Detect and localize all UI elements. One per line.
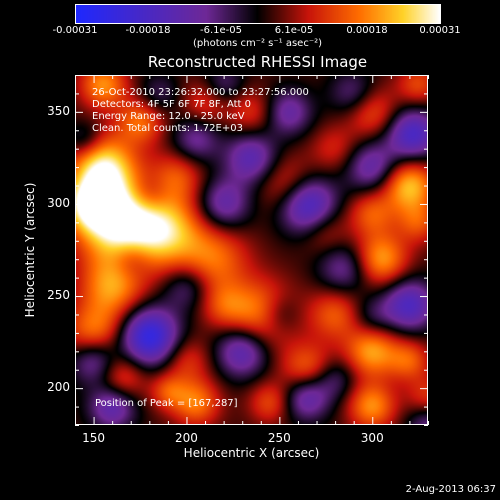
- colorbar-tick-label: 6.1e-05: [274, 25, 314, 36]
- x-axis-label: Heliocentric X (arcsec): [183, 446, 320, 460]
- y-tick-label: 200: [47, 380, 70, 395]
- colorbar-tick-label: 0.00031: [419, 25, 461, 36]
- annotation-peak-position: Position of Peak = [167,287]: [95, 398, 238, 409]
- colorbar-tick-label: -6.1e-05: [200, 25, 242, 36]
- annotation-time-range: 26-Oct-2010 23:26:32.000 to 23:27:56.000: [92, 87, 309, 98]
- chart-title: Reconstructed RHESSI Image: [147, 53, 368, 71]
- x-tick-label: 250: [267, 431, 291, 445]
- colorbar-tick-label: 0.00018: [346, 25, 388, 36]
- colorbar-tick-label: -0.00031: [52, 25, 98, 36]
- x-tick-label: 300: [360, 431, 384, 445]
- annotation-total-counts: Clean. Total counts: 1.72E+03: [92, 123, 243, 134]
- annotation-energy-range: Energy Range: 12.0 - 25.0 keV: [92, 111, 245, 122]
- annotation-detectors: Detectors: 4F 5F 6F 7F 8F, Att 0: [92, 99, 252, 110]
- y-tick-label: 250: [47, 288, 70, 303]
- colorbar: [75, 4, 440, 23]
- footer-timestamp: 2-Aug-2013 06:37: [405, 484, 496, 495]
- plot-frame: [75, 75, 428, 425]
- heatmap-image: [75, 75, 428, 425]
- colorbar-unit-label: (photons cm⁻² s⁻¹ asec⁻²): [192, 38, 323, 49]
- y-tick-label: 350: [47, 103, 70, 118]
- axis-ticks: [75, 75, 429, 426]
- colorbar-tick-label: -0.00018: [125, 25, 171, 36]
- colorbar-frame: [75, 4, 441, 24]
- y-tick-label: 300: [47, 195, 70, 210]
- x-tick-label: 200: [175, 431, 198, 445]
- colorbar-tick-labels: -0.00031 -0.00018 -6.1e-05 6.1e-05 0.000…: [53, 25, 461, 39]
- y-axis-label: Heliocentric Y (arcsec): [23, 182, 37, 318]
- x-tick-label: 150: [82, 431, 106, 445]
